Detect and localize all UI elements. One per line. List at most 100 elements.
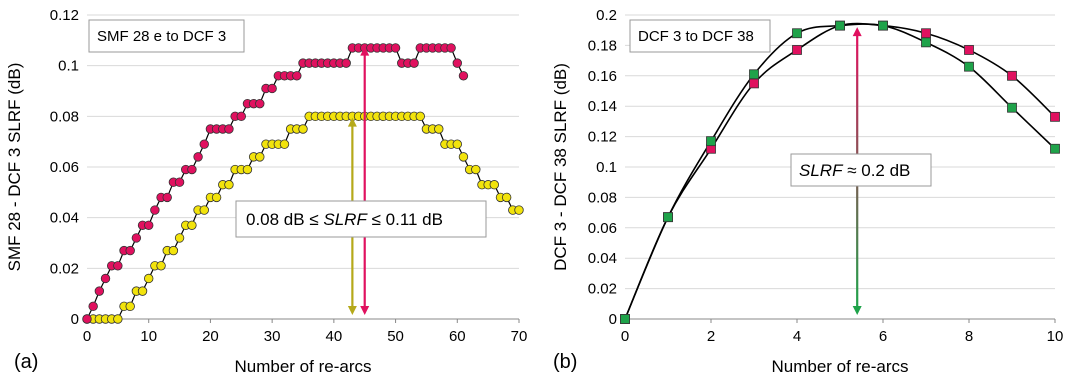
data-point-a bbox=[187, 220, 197, 230]
data-point-a bbox=[242, 164, 253, 175]
data-point-b bbox=[921, 28, 931, 39]
annotation-a-slrf: SLRF bbox=[323, 210, 368, 229]
data-point-a bbox=[452, 58, 462, 68]
data-point-a bbox=[199, 139, 209, 149]
data-point-b bbox=[792, 45, 802, 55]
x-tick-label-a: 0 bbox=[83, 328, 91, 345]
data-point-a bbox=[298, 124, 308, 134]
y-axis-label-a: SMF 28 - DCF 3 SLRF (dB) bbox=[5, 63, 24, 272]
y-tick-label-a: 0.06 bbox=[50, 159, 79, 176]
annotation-b-right: ≈ 0.2 dB bbox=[842, 161, 910, 180]
data-point-b bbox=[706, 136, 716, 147]
panel-label-b: (b) bbox=[553, 351, 577, 373]
data-point-b bbox=[620, 314, 630, 324]
data-point-a bbox=[224, 124, 234, 134]
data-point-b bbox=[878, 20, 888, 31]
panel-a-title: SMF 28 e to DCF 3 bbox=[97, 28, 226, 45]
x-tick-label-a: 20 bbox=[202, 328, 219, 345]
data-point-a bbox=[168, 245, 179, 256]
data-point-b bbox=[749, 69, 759, 80]
data-point-a bbox=[82, 314, 92, 324]
series-line-b bbox=[624, 22, 1056, 320]
data-point-b bbox=[1007, 102, 1017, 113]
data-point-a bbox=[144, 220, 154, 230]
data-point-a bbox=[471, 164, 481, 175]
arrow-b-head-bottom bbox=[852, 306, 862, 315]
x-tick-label-a: 50 bbox=[387, 328, 404, 345]
x-tick-label-a: 60 bbox=[449, 328, 466, 345]
data-point-a bbox=[279, 139, 290, 149]
arrow-upper-a-head-bottom bbox=[360, 306, 370, 315]
x-tick-label-a: 40 bbox=[326, 328, 343, 345]
data-point-a bbox=[224, 180, 234, 190]
data-point-a bbox=[125, 245, 135, 256]
data-point-a bbox=[514, 205, 524, 215]
data-point-b bbox=[749, 78, 759, 89]
y-tick-label-b: 0.04 bbox=[588, 250, 617, 267]
data-point-a bbox=[458, 71, 469, 81]
y-tick-label-b: 0 bbox=[609, 311, 617, 328]
data-point-a bbox=[255, 98, 265, 109]
data-point-b bbox=[663, 212, 673, 223]
data-point-a bbox=[434, 124, 444, 134]
x-ticks-b: 0 2 4 6 8 10 bbox=[621, 328, 1064, 345]
grid-b bbox=[624, 14, 1056, 323]
data-point-a bbox=[255, 152, 265, 162]
chart-panel-b: 00.020.040.060.080.10.120.140.160.180.2 … bbox=[551, 7, 1063, 376]
arrow-lower-a-head-bottom bbox=[347, 306, 357, 315]
data-point-b bbox=[964, 45, 974, 55]
data-point-a bbox=[162, 192, 172, 203]
y-ticks-b: 0 0.02 0.04 0.06 0.08 0.1 0.12 0.14 0.16 0.18 0.2 bbox=[588, 7, 617, 328]
data-point-a bbox=[113, 261, 123, 271]
x-tick-label-a: 70 bbox=[511, 328, 528, 345]
annotation-b-slrf: SLRF bbox=[799, 161, 844, 180]
x-ticks-a: 0 10 20 30 40 50 60 70 bbox=[83, 328, 528, 345]
y-tick-label-b: 0.2 bbox=[596, 7, 617, 24]
annotation-a-right: ≤ 0.11 dB bbox=[367, 210, 443, 229]
data-point-a bbox=[236, 111, 246, 122]
data-point-a bbox=[409, 58, 419, 68]
data-point-a bbox=[292, 71, 302, 81]
data-point-a bbox=[156, 261, 166, 271]
data-point-a bbox=[446, 43, 456, 53]
panel-b-title: DCF 3 to DCF 38 bbox=[638, 28, 754, 45]
data-point-a bbox=[193, 152, 203, 162]
data-point-a bbox=[113, 314, 123, 324]
x-tick-label-b: 6 bbox=[879, 328, 887, 345]
y-axis-label-b: DCF 3 - DCF 38 SLRF (dB) bbox=[551, 63, 570, 271]
annotation-a-text: 0.08 dB ≤ SLRF ≤ 0.11 dB bbox=[246, 210, 443, 229]
data-point-a bbox=[415, 111, 425, 122]
x-tick-label-b: 8 bbox=[965, 328, 973, 345]
data-point-b bbox=[1050, 143, 1060, 154]
x-axis-label-b: Number of re-arcs bbox=[772, 357, 909, 376]
data-point-a bbox=[458, 152, 469, 162]
data-point-a bbox=[199, 205, 209, 215]
y-tick-label-a: 0.02 bbox=[50, 260, 79, 277]
data-point-a bbox=[174, 233, 185, 243]
data-point-b bbox=[1050, 111, 1060, 122]
x-axis-label-a: Number of re-arcs bbox=[235, 357, 372, 376]
data-point-b bbox=[964, 61, 974, 72]
data-point-a bbox=[94, 286, 105, 296]
series-b bbox=[620, 20, 1060, 324]
data-point-a bbox=[137, 286, 148, 296]
y-tick-label-a: 0 bbox=[71, 311, 79, 328]
series-line-b bbox=[624, 23, 1056, 320]
data-point-a bbox=[211, 192, 222, 203]
data-point-a bbox=[88, 301, 98, 312]
panel-a-title-box bbox=[88, 19, 245, 53]
y-tick-label-b: 0.02 bbox=[588, 281, 617, 298]
chart-panel-a: 0 0.02 0.04 0.06 0.08 0.1 0.12 0 10 20 30 40 50 60 70… bbox=[5, 7, 527, 376]
y-tick-label-a: 0.08 bbox=[50, 108, 79, 125]
data-point-a bbox=[125, 301, 135, 312]
y-tick-label-b: 0.12 bbox=[588, 129, 617, 146]
x-tick-label-b: 4 bbox=[793, 328, 801, 345]
y-tick-label-a: 0.12 bbox=[50, 7, 79, 24]
data-point-a bbox=[131, 233, 142, 243]
annotation-a-box bbox=[235, 200, 487, 238]
panel-label-a: (a) bbox=[14, 351, 38, 373]
y-tick-label-a: 0.04 bbox=[50, 210, 79, 227]
arrow-b-head-top bbox=[852, 27, 862, 37]
data-point-a bbox=[187, 164, 197, 175]
